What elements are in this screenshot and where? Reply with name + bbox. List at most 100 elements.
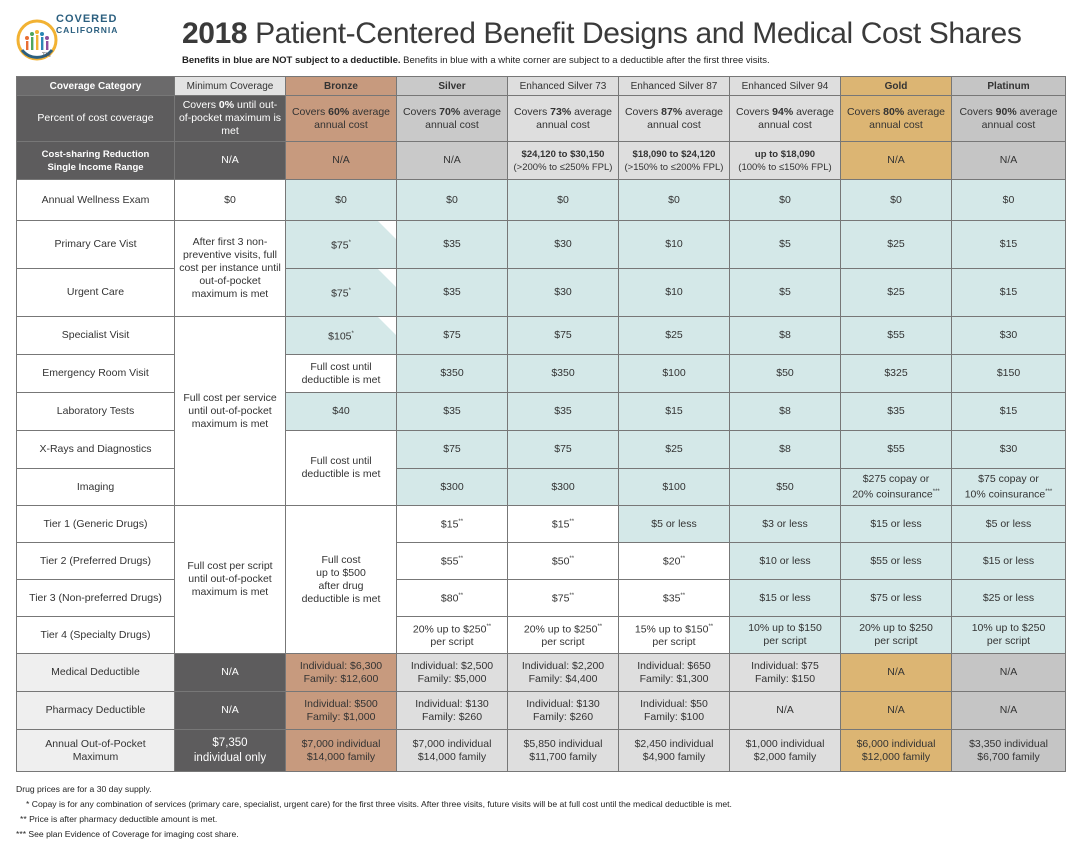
percent-bronze: Covers 60% average annual cost — [285, 95, 397, 142]
primary-bronze: $75* — [285, 220, 397, 269]
specialist-row: Specialist Visit Full cost per service u… — [16, 316, 1066, 506]
specialist-es87: $25 — [618, 316, 730, 355]
urgent-platinum: $15 — [951, 268, 1066, 317]
medical-deductible-minimum: N/A — [174, 653, 286, 692]
urgent-es73: $30 — [507, 268, 619, 317]
pharmacy-deductible-es87: Individual: $50 Family: $100 — [618, 691, 730, 730]
er-label: Emergency Room Visit — [16, 354, 175, 393]
tier4-platinum: 10% up to $250 per script — [951, 616, 1066, 654]
tier4-label: Tier 4 (Specialty Drugs) — [16, 616, 175, 654]
wellness-minimum: $0 — [174, 179, 286, 221]
tier4-es94: 10% up to $150 per script — [729, 616, 841, 654]
medical-deductible-es73: Individual: $2,200 Family: $4,400 — [507, 653, 619, 692]
urgent-label: Urgent Care — [16, 268, 175, 317]
primary-silver: $35 — [396, 220, 508, 269]
urgent-silver: $35 — [396, 268, 508, 317]
er-es87: $100 — [618, 354, 730, 393]
lab-row: Laboratory Tests $40 $35 $35 $15 $8 $35 … — [16, 392, 1066, 431]
lab-es73: $35 — [507, 392, 619, 431]
page-subtitle: Benefits in blue are NOT subject to a de… — [182, 55, 770, 66]
xray-platinum: $30 — [951, 430, 1066, 469]
header-es73: Enhanced Silver 73 — [507, 76, 619, 96]
footnote-copay: * Copay is for any combination of servic… — [26, 799, 732, 809]
tier2-row: Tier 2 (Preferred Drugs) $55** $50** $20… — [16, 542, 1066, 580]
csr-gold: N/A — [840, 141, 952, 180]
oop-platinum: $3,350 individual $6,700 family — [951, 729, 1066, 772]
pharmacy-deductible-silver: Individual: $130 Family: $260 — [396, 691, 508, 730]
wellness-silver: $0 — [396, 179, 508, 221]
tier3-silver: $80** — [396, 579, 508, 617]
medical-deductible-gold: N/A — [840, 653, 952, 692]
oop-gold: $6,000 individual $12,000 family — [840, 729, 952, 772]
specialist-label: Specialist Visit — [16, 316, 175, 355]
imaging-gold: $275 copay or 20% coinsurance*** — [840, 468, 952, 506]
tier1-es94: $3 or less — [729, 505, 841, 543]
urgent-es94: $5 — [729, 268, 841, 317]
imaging-es94: $50 — [729, 468, 841, 506]
wellness-es94: $0 — [729, 179, 841, 221]
percent-es94: Covers 94% average annual cost — [729, 95, 841, 142]
tier1-platinum: $5 or less — [951, 505, 1066, 543]
percent-label: Percent of cost coverage — [16, 95, 175, 142]
xray-label: X-Rays and Diagnostics — [16, 430, 175, 469]
logo-wordmark: COVERED CALIFORNIA — [56, 13, 119, 36]
percent-es73: Covers 73% average annual cost — [507, 95, 619, 142]
wellness-es73: $0 — [507, 179, 619, 221]
lab-silver: $35 — [396, 392, 508, 431]
urgent-row: Urgent Care $75* $35 $30 $10 $5 $25 $15 — [16, 268, 1066, 317]
er-row: Emergency Room Visit Full cost until ded… — [16, 354, 1066, 393]
imaging-es73: $300 — [507, 468, 619, 506]
tier2-es94: $10 or less — [729, 542, 841, 580]
tier1-es73: $15** — [507, 505, 619, 543]
lab-bronze: $40 — [285, 392, 397, 431]
specialist-es73: $75 — [507, 316, 619, 355]
tier2-es73: $50** — [507, 542, 619, 580]
specialist-gold: $55 — [840, 316, 952, 355]
header-es94: Enhanced Silver 94 — [729, 76, 841, 96]
oop-es94: $1,000 individual $2,000 family — [729, 729, 841, 772]
header-platinum: Platinum — [951, 76, 1066, 96]
tier4-es87: 15% up to $150** per script — [618, 616, 730, 654]
csr-es94: up to $18,090 (100% to ≤150% FPL) — [729, 141, 841, 180]
header-minimum: Minimum Coverage — [174, 76, 286, 96]
tier3-es94: $15 or less — [729, 579, 841, 617]
primary-es73: $30 — [507, 220, 619, 269]
oop-minimum: $7,350 individual only — [174, 729, 286, 772]
oop-bronze: $7,000 individual $14,000 family — [285, 729, 397, 772]
pharmacy-deductible-label: Pharmacy Deductible — [16, 691, 175, 730]
er-gold: $325 — [840, 354, 952, 393]
tier2-silver: $55** — [396, 542, 508, 580]
xray-es73: $75 — [507, 430, 619, 469]
primary-gold: $25 — [840, 220, 952, 269]
csr-silver: N/A — [396, 141, 508, 180]
tier1-silver: $15** — [396, 505, 508, 543]
imaging-es87: $100 — [618, 468, 730, 506]
wellness-platinum: $0 — [951, 179, 1066, 221]
tier4-es73: 20% up to $250** per script — [507, 616, 619, 654]
lab-platinum: $15 — [951, 392, 1066, 431]
oop-row: Annual Out-of-Pocket Maximum $7,350 indivi… — [16, 729, 1066, 772]
tier3-gold: $75 or less — [840, 579, 952, 617]
medical-deductible-bronze: Individual: $6,300 Family: $12,600 — [285, 653, 397, 692]
footnote-pharmacy: ** Price is after pharmacy deductible am… — [20, 814, 218, 824]
percent-silver: Covers 70% average annual cost — [396, 95, 508, 142]
er-silver: $350 — [396, 354, 508, 393]
er-platinum: $150 — [951, 354, 1066, 393]
page-title: 2018 Patient-Centered Benefit Designs an… — [182, 17, 1022, 50]
specialist-es94: $8 — [729, 316, 841, 355]
tier2-gold: $55 or less — [840, 542, 952, 580]
oop-silver: $7,000 individual $14,000 family — [396, 729, 508, 772]
percent-es87: Covers 87% average annual cost — [618, 95, 730, 142]
tier4-gold: 20% up to $250 per script — [840, 616, 952, 654]
footnote-imaging: *** See plan Evidence of Coverage for im… — [16, 829, 239, 839]
tier2-platinum: $15 or less — [951, 542, 1066, 580]
header-bronze: Bronze — [285, 76, 397, 96]
header-row: Coverage Category Minimum Coverage Bronz… — [16, 76, 1066, 96]
tier4-row: Tier 4 (Specialty Drugs) 20% up to $250*… — [16, 616, 1066, 654]
xray-row: X-Rays and Diagnostics Full cost until d… — [16, 430, 1066, 506]
csr-label: Cost-sharing Reduction Single Income Rang… — [16, 141, 175, 180]
csr-minimum: N/A — [174, 141, 286, 180]
wellness-label: Annual Wellness Exam — [16, 179, 175, 221]
tier3-es73: $75** — [507, 579, 619, 617]
header-silver: Silver — [396, 76, 508, 96]
